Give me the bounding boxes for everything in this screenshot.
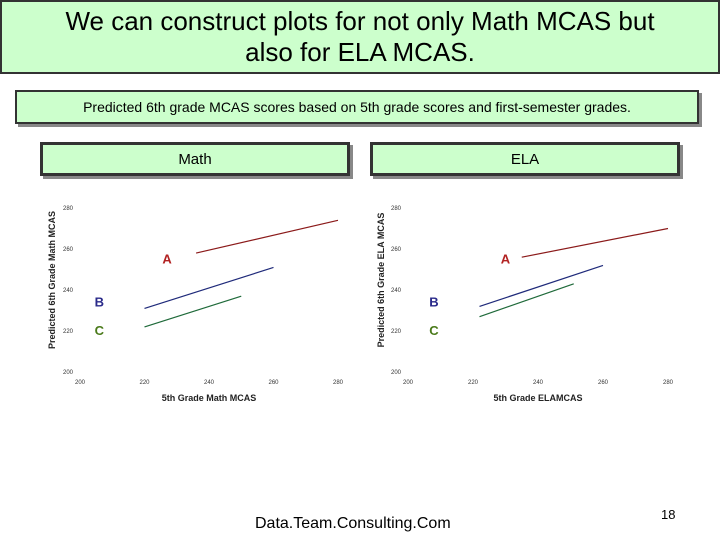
math-y-tick-label: 220 <box>63 329 74 335</box>
ela-x-tick-label: 240 <box>533 380 544 386</box>
ela-y-tick-label: 220 <box>391 329 402 335</box>
math-annotation-b: B <box>95 294 104 309</box>
slide-subtitle-box: Predicted 6th grade MCAS scores based on… <box>15 90 699 124</box>
ela-series-line-b <box>479 264 604 307</box>
ela-annotation-c: C <box>429 323 439 338</box>
ela-y-tick-label: 200 <box>391 370 402 376</box>
page-number: 18 <box>661 507 676 522</box>
ela-y-tick-label: 280 <box>391 206 402 212</box>
ela-series-line-c <box>479 283 574 318</box>
math-x-tick-label: 220 <box>139 380 150 386</box>
math-panel-label: Math <box>40 142 350 176</box>
ela-x-tick-label: 280 <box>663 380 674 386</box>
ela-x-tick-label: 220 <box>468 380 479 386</box>
slide-title: We can construct plots for not only Math… <box>65 6 655 67</box>
ela-x-tick-label: 200 <box>403 380 414 386</box>
footer-website: Data.Team.Consulting.Com <box>255 515 451 532</box>
ela-y-tick-label: 260 <box>391 247 402 253</box>
math-series-line-c <box>144 295 242 328</box>
math-x-tick-label: 280 <box>333 380 344 386</box>
ela-annotation-a: A <box>501 251 511 266</box>
math-x-tick-label: 260 <box>268 380 279 386</box>
ela-series-line-a <box>521 227 669 258</box>
math-x-tick-label: 200 <box>75 380 86 386</box>
math-y-tick-label: 260 <box>63 247 74 253</box>
ela-annotation-b: B <box>429 294 438 309</box>
ela-x-axis-label: 5th Grade ELAMCAS <box>493 393 582 403</box>
ela-x-tick-label: 260 <box>598 380 609 386</box>
math-annotation-c: C <box>95 323 105 338</box>
math-y-tick-label: 240 <box>63 288 74 294</box>
math-x-axis-label: 5th Grade Math MCAS <box>162 393 257 403</box>
math-annotation-a: A <box>162 251 172 266</box>
math-y-axis-label: Predicted 6th Grade Math MCAS <box>47 211 57 349</box>
math-y-tick-label: 200 <box>63 370 74 376</box>
ela-y-axis-label: Predicted 6th Grade ELA MCAS <box>376 213 386 348</box>
math-x-tick-label: 240 <box>204 380 215 386</box>
math-series-line-a <box>195 219 339 254</box>
ela-panel-label: ELA <box>370 142 680 176</box>
ela-panel-label-text: ELA <box>510 150 540 168</box>
slide-subtitle: Predicted 6th grade MCAS scores based on… <box>83 99 631 115</box>
math-y-tick-label: 280 <box>63 206 74 212</box>
ela-y-tick-label: 240 <box>391 288 402 294</box>
math-series-line-b <box>144 266 274 310</box>
math-panel-label-text: Math <box>178 150 212 168</box>
slide-title-box: We can construct plots for not only Math… <box>0 0 720 74</box>
